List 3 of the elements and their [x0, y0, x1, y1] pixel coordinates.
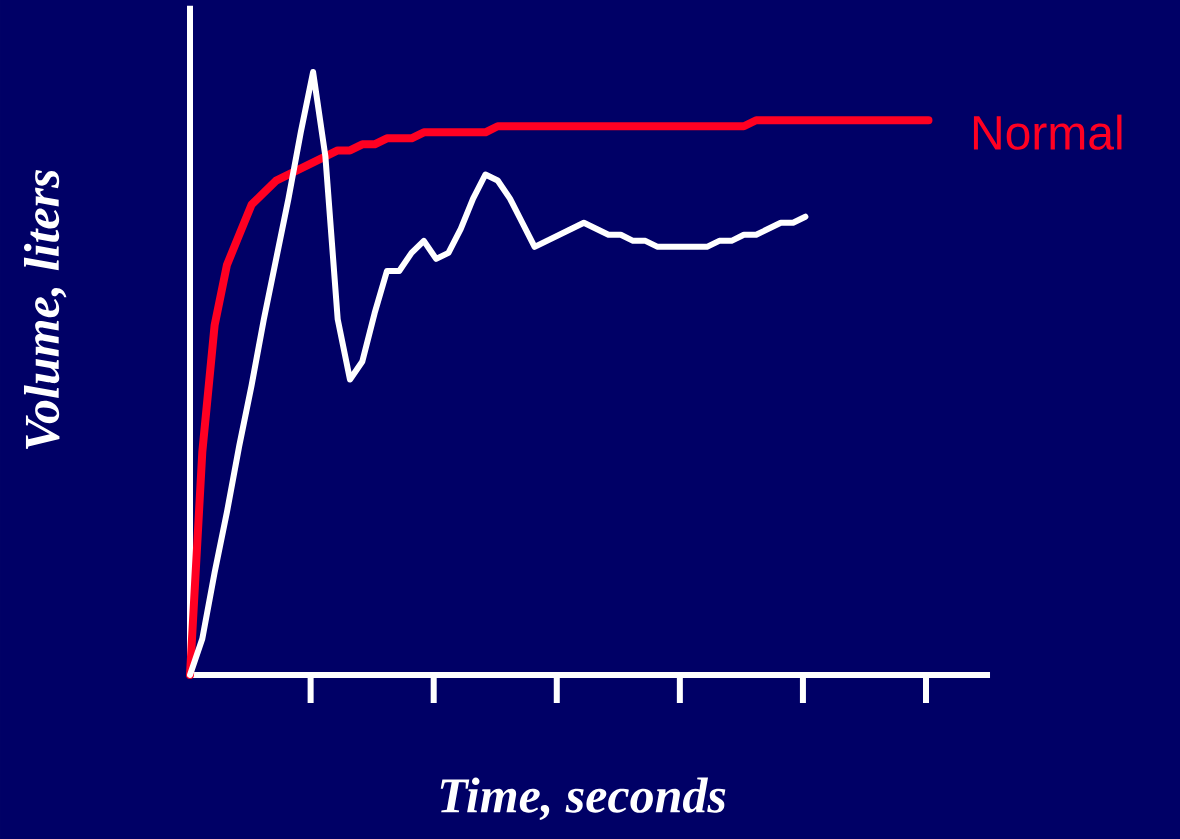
y-axis-title: Volume, liters	[23, 170, 67, 449]
series-label: Normal	[973, 114, 1122, 150]
x-axis-title: Time, seconds	[440, 777, 726, 821]
